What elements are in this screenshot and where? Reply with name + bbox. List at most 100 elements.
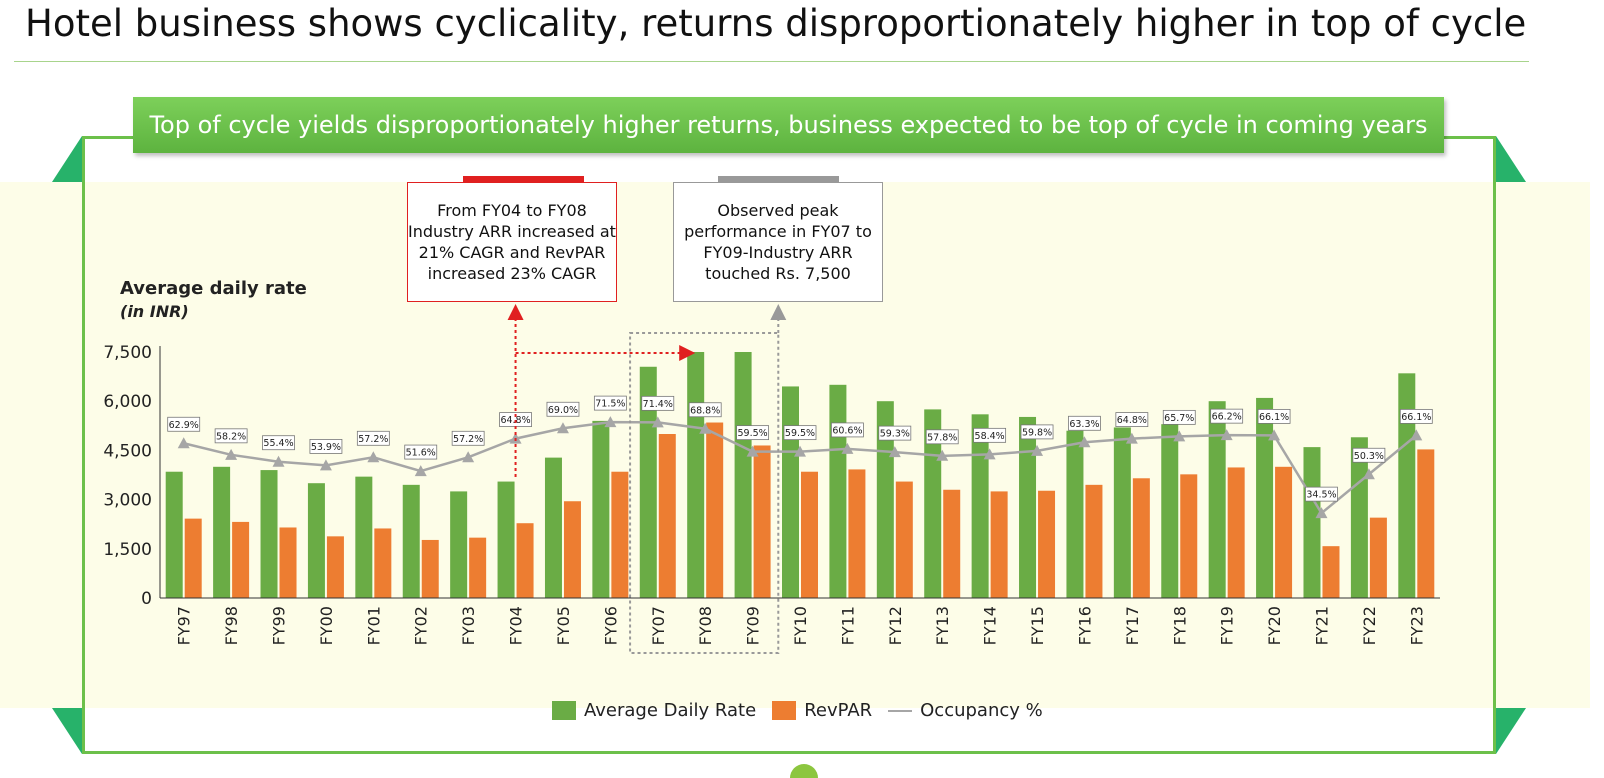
occupancy-label-text: 58.2% <box>216 431 246 442</box>
x-tick-label: FY08 <box>696 606 715 645</box>
bar-revpar-fy13 <box>943 489 961 598</box>
occupancy-data-label: 66.1% <box>1399 408 1433 424</box>
legend-swatch-occupancy <box>888 709 913 712</box>
x-tick-label: FY02 <box>412 606 431 645</box>
x-tick-label: FY15 <box>1028 606 1047 645</box>
occupancy-label-text: 71.4% <box>643 399 673 410</box>
occupancy-data-label: 60.6% <box>831 422 864 438</box>
occupancy-data-label: 69.0% <box>546 401 580 417</box>
legend-label-revpar: RevPAR <box>804 700 873 721</box>
occupancy-marker <box>651 416 664 428</box>
legend-item-adr: Average Daily Rate <box>552 700 756 721</box>
x-tick-label: FY98 <box>222 606 241 645</box>
occupancy-label-box <box>1162 409 1196 425</box>
occupancy-label-box <box>214 428 248 444</box>
bar-adr-fy97 <box>165 471 183 598</box>
x-tick-label: FY21 <box>1312 606 1331 645</box>
x-tick-label: FY99 <box>270 606 289 645</box>
occupancy-label-box <box>404 444 438 460</box>
y-tick-label: 3,000 <box>103 491 152 511</box>
occupancy-data-label: 59.5% <box>736 425 769 441</box>
occupancy-data-label: 59.3% <box>878 425 912 441</box>
occupancy-data-label: 62.9% <box>167 416 201 432</box>
callout-2-accent-bar <box>718 176 839 182</box>
occupancy-label-text: 66.1% <box>1259 412 1289 423</box>
bar-adr-fy21 <box>1303 447 1321 598</box>
occupancy-marker <box>1315 507 1328 519</box>
occupancy-label-text: 57.2% <box>453 434 483 445</box>
bar-revpar-fy02 <box>421 539 439 598</box>
title-divider <box>14 61 1529 62</box>
bar-adr-fy15 <box>1019 416 1037 598</box>
legend-label-occupancy: Occupancy % <box>920 700 1043 721</box>
bar-revpar-fy00 <box>326 536 344 598</box>
bar-adr-fy00 <box>307 483 325 598</box>
occupancy-data-label: 66.2% <box>1210 408 1244 424</box>
occupancy-data-label: 71.5% <box>593 395 627 411</box>
bar-revpar-fy23 <box>1417 449 1435 598</box>
occupancy-label-text: 59.8% <box>1022 427 1052 438</box>
occupancy-label-text: 60.6% <box>832 425 862 436</box>
occupancy-label-box <box>878 425 912 441</box>
occupancy-data-label: 71.4% <box>641 395 675 411</box>
x-tick-label: FY20 <box>1265 606 1284 645</box>
y-axis-subtitle: (in INR) <box>120 302 189 321</box>
occupancy-label-text: 34.5% <box>1306 490 1336 501</box>
occupancy-label-text: 57.8% <box>927 432 957 443</box>
brand-logo-icon <box>790 764 818 778</box>
bar-revpar-fy16 <box>1085 484 1103 598</box>
occupancy-data-label: 58.4% <box>973 427 1007 443</box>
occupancy-label-text: 66.1% <box>1401 412 1431 423</box>
occupancy-label-box <box>262 435 295 451</box>
occupancy-label-box <box>1257 408 1291 424</box>
bar-adr-fy01 <box>355 476 373 598</box>
x-tick-label: FY11 <box>838 606 857 645</box>
bar-adr-fy03 <box>450 491 468 598</box>
occupancy-label-box <box>546 401 580 417</box>
occupancy-label-text: 68.8% <box>690 405 720 416</box>
occupancy-marker <box>1220 429 1233 441</box>
occupancy-marker <box>1268 429 1281 441</box>
bar-revpar-fy18 <box>1180 474 1198 598</box>
occupancy-label-box <box>831 422 864 438</box>
bar-adr-fy16 <box>1066 430 1084 598</box>
x-tick-label: FY97 <box>175 606 194 645</box>
legend-label-adr: Average Daily Rate <box>584 700 757 721</box>
occupancy-data-label: 63.3% <box>1068 415 1101 431</box>
legend-swatch-revpar <box>772 701 797 720</box>
occupancy-label-box <box>167 416 201 432</box>
bar-revpar-fy05 <box>563 501 581 598</box>
occupancy-data-label: 51.6% <box>404 444 438 460</box>
bar-adr-fy06 <box>592 420 610 598</box>
bar-adr-fy98 <box>213 466 231 598</box>
occupancy-label-box <box>688 402 722 418</box>
x-tick-label: FY04 <box>507 606 526 645</box>
occupancy-marker <box>225 448 238 460</box>
occupancy-marker <box>983 448 996 460</box>
occupancy-marker <box>367 451 380 463</box>
occupancy-marker <box>1362 468 1375 480</box>
occupancy-label-box <box>783 425 817 441</box>
occupancy-label-box <box>1068 415 1101 431</box>
x-tick-label: FY06 <box>601 606 620 645</box>
x-tick-label: FY17 <box>1123 606 1142 645</box>
bar-revpar-fy03 <box>469 537 487 598</box>
x-tick-label: FY18 <box>1170 606 1189 645</box>
y-tick-label: 1,500 <box>103 540 152 560</box>
bar-revpar-fy06 <box>611 471 629 598</box>
occupancy-data-label: 57.2% <box>451 430 485 446</box>
occupancy-data-label: 65.7% <box>1162 409 1196 425</box>
y-axis-title: Average daily rate <box>120 278 307 299</box>
occupancy-data-label: 57.2% <box>356 430 390 446</box>
x-tick-label: FY16 <box>1075 606 1094 645</box>
occupancy-marker <box>1410 429 1423 441</box>
occupancy-marker <box>936 449 949 461</box>
occupancy-marker <box>604 416 617 428</box>
occupancy-label-box <box>356 430 390 446</box>
occupancy-data-label: 58.2% <box>214 428 248 444</box>
occupancy-marker <box>699 422 712 434</box>
occupancy-label-text: 53.9% <box>311 442 341 453</box>
occupancy-label-text: 59.5% <box>737 428 767 439</box>
occupancy-label-text: 63.3% <box>1069 419 1099 430</box>
bar-revpar-fy07 <box>658 434 676 598</box>
